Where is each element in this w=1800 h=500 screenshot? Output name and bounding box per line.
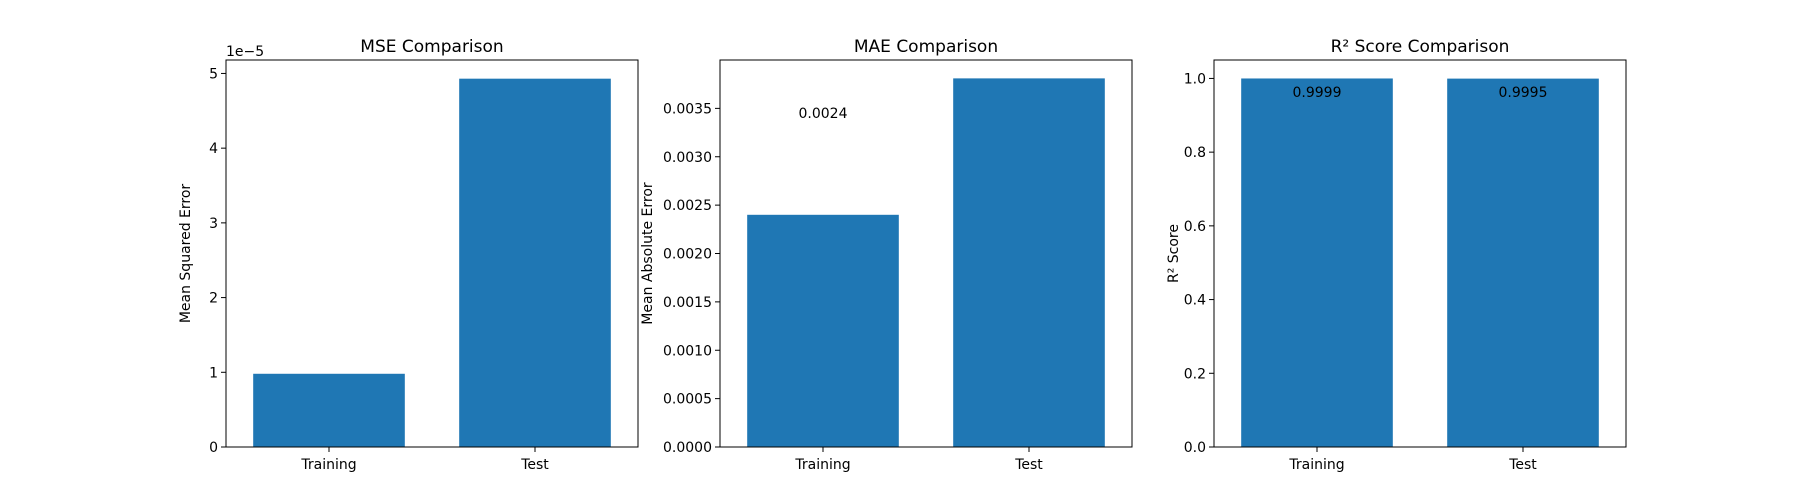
y-tick-label: 0.0005 (663, 392, 712, 408)
y-tick-label: 2 (209, 291, 218, 307)
y-tick-label: 0.0000 (663, 440, 712, 456)
axes-frame (1213, 59, 1627, 448)
y-tick-label: 0.0010 (663, 343, 712, 359)
data-label: 0.9999 (1293, 85, 1342, 101)
axes-frame (225, 59, 639, 448)
chart-title: MSE Comparison (360, 37, 503, 57)
data-label: 0.9995 (1499, 85, 1548, 101)
x-tick-label: Test (1508, 457, 1537, 473)
bar-test (459, 78, 611, 448)
y-tick-label: 4 (209, 141, 218, 157)
chart-title: MAE Comparison (854, 37, 998, 57)
charts-container: Training Test 0 1 2 3 4 5 MSE Comparison Mean Squ… (178, 37, 1627, 473)
chart-panel-1: Training Test 0 1 2 3 4 5 MSE Comparison Mean Squ… (178, 37, 639, 473)
x-tick-label: Test (1014, 457, 1043, 473)
bar-training (253, 373, 405, 447)
y-tick-label: 0.6 (1184, 219, 1206, 235)
y-tick-label: 0.0015 (663, 295, 712, 311)
x-tick-label: Training (300, 457, 356, 473)
y-tick-label: 0.0030 (663, 150, 712, 166)
bar-training (1241, 78, 1393, 447)
y-axis-label: Mean Squared Error (178, 184, 194, 324)
y-tick-label: 3 (209, 216, 218, 232)
data-label: 0.0024 (799, 106, 848, 122)
y-tick-label: 1.0 (1184, 71, 1206, 87)
y-tick-label: 5 (209, 66, 218, 82)
y-offset-label: 1e−5 (226, 44, 264, 60)
y-tick-label: 0.0035 (663, 101, 712, 117)
y-tick-label: 0.8 (1184, 145, 1206, 161)
x-tick-label: Test (520, 457, 549, 473)
y-tick-label: 0.0 (1184, 440, 1206, 456)
bar-test (953, 78, 1105, 447)
x-tick-label: Training (1288, 457, 1344, 473)
y-tick-label: 1 (209, 365, 218, 381)
chart-title: R² Score Comparison (1331, 37, 1510, 57)
y-tick-label: 0.0020 (663, 247, 712, 263)
bar-test (1447, 78, 1599, 448)
chart-panel-2: Training Test 0.0000 0.0005 0.0010 0.0015 0.00… (640, 37, 1133, 473)
y-axis-label: Mean Absolute Error (640, 182, 656, 325)
y-axis-label: R² Score (1166, 224, 1182, 283)
bar-training (747, 214, 899, 447)
y-tick-label: 0.0025 (663, 198, 712, 214)
y-tick-label: 0.2 (1184, 366, 1206, 382)
chart-panel-3: Training Test 0.0 0.2 0.4 0.6 0.8 1.0 R² Score C… (1166, 37, 1627, 473)
x-tick-label: Training (794, 457, 850, 473)
y-tick-label: 0 (209, 440, 218, 456)
y-tick-label: 0.4 (1184, 293, 1206, 309)
